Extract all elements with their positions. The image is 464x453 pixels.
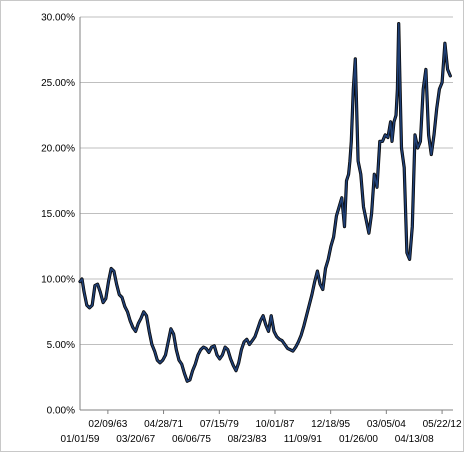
series-line-outline bbox=[78, 22, 452, 383]
x-tick-label: 04/13/08 bbox=[395, 434, 434, 445]
y-tick-label: 30.00% bbox=[41, 13, 75, 24]
x-tick-label: 12/18/95 bbox=[311, 419, 350, 430]
series-layer bbox=[78, 22, 452, 383]
x-tick-label: 03/20/67 bbox=[116, 434, 155, 445]
gridlines bbox=[80, 16, 453, 411]
y-tick-label: 20.00% bbox=[41, 144, 75, 155]
x-tick-label: 10/01/87 bbox=[256, 419, 295, 430]
x-tick-label: 03/05/04 bbox=[367, 419, 406, 430]
x-tick-label: 11/09/91 bbox=[284, 434, 323, 445]
x-tick-label: 01/26/00 bbox=[339, 434, 378, 445]
x-tick-label: 02/09/63 bbox=[88, 419, 127, 430]
x-tick-label: 06/06/75 bbox=[172, 434, 211, 445]
y-tick-label: 10.00% bbox=[41, 275, 75, 286]
x-tick-label: 01/01/59 bbox=[61, 434, 100, 445]
y-tick-label: 25.00% bbox=[41, 78, 75, 89]
y-tick-label: 15.00% bbox=[41, 209, 75, 220]
y-tick-label: 5.00% bbox=[47, 340, 75, 351]
x-tick-label: 05/22/12 bbox=[423, 419, 462, 430]
x-axis: 02/09/63 04/28/71 07/15/79 10/01/87 12/18/95… bbox=[61, 409, 462, 445]
x-tick-label: 04/28/71 bbox=[144, 419, 183, 430]
y-axis: 0.00% 5.00% 10.00% 15.00% 20.00% 25.00% 30.00% bbox=[41, 13, 81, 417]
x-tick-label: 08/23/83 bbox=[228, 434, 267, 445]
series-line bbox=[79, 22, 452, 383]
x-tick-label: 07/15/79 bbox=[200, 419, 239, 430]
y-tick-label: 0.00% bbox=[47, 406, 75, 417]
